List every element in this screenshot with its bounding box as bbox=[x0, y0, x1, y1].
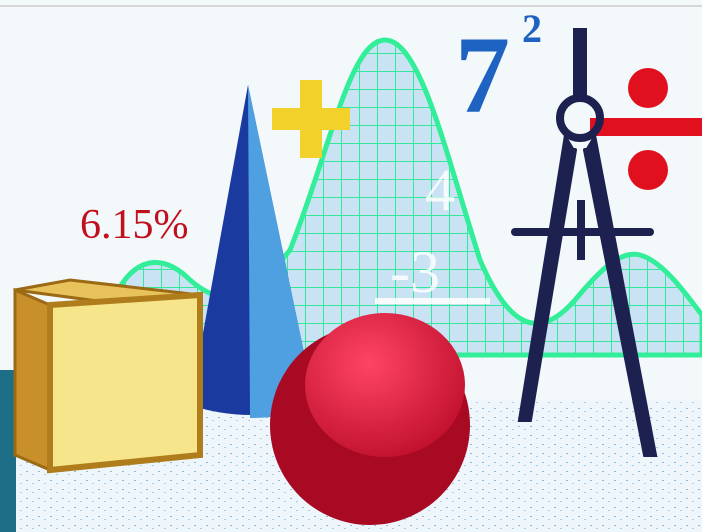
cone-light bbox=[248, 85, 315, 418]
division-dot bbox=[628, 150, 668, 190]
cube-front bbox=[47, 291, 203, 474]
sphere-highlight bbox=[305, 313, 465, 457]
compass bbox=[511, 28, 658, 457]
bell-curve bbox=[97, 37, 702, 358]
top-border bbox=[0, 5, 702, 7]
fraction-line bbox=[375, 298, 490, 304]
plus-sign bbox=[272, 80, 350, 158]
cube-side bbox=[13, 287, 52, 473]
denominator: -3 bbox=[390, 239, 440, 305]
division-dot bbox=[628, 68, 668, 108]
division-bar bbox=[590, 118, 702, 136]
left-edge bbox=[0, 370, 16, 532]
percent-label: 6.15% bbox=[80, 202, 189, 248]
numerator: 4 bbox=[425, 157, 455, 223]
base-number: 7 bbox=[455, 14, 510, 136]
exponent: 2 bbox=[522, 6, 542, 51]
